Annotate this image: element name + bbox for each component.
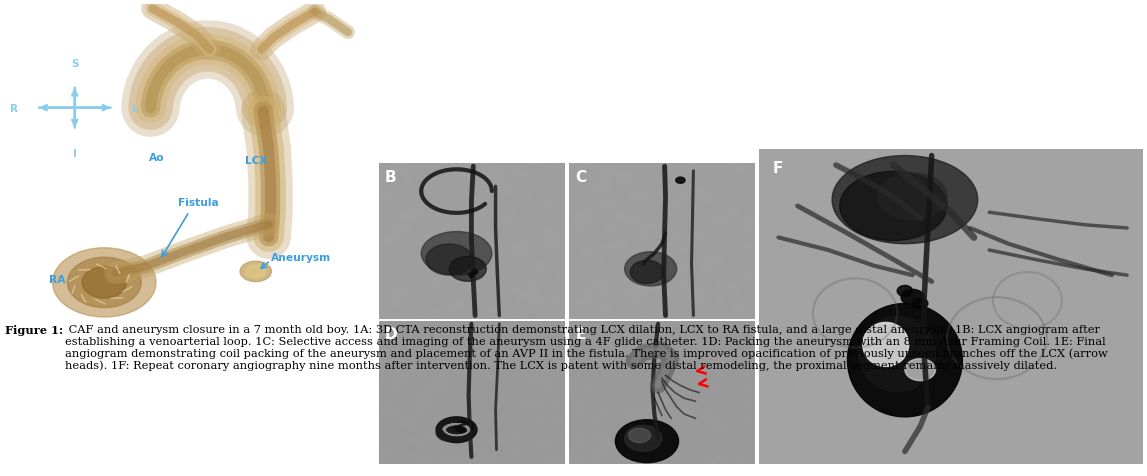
Ellipse shape xyxy=(615,420,679,463)
Text: Figure 1:: Figure 1: xyxy=(5,325,63,336)
Text: A: A xyxy=(14,14,25,29)
Ellipse shape xyxy=(832,156,977,244)
Ellipse shape xyxy=(848,304,962,417)
Text: C: C xyxy=(576,169,586,184)
Text: S: S xyxy=(71,59,78,69)
Ellipse shape xyxy=(840,172,947,241)
Ellipse shape xyxy=(436,424,462,441)
Ellipse shape xyxy=(240,262,272,282)
Ellipse shape xyxy=(897,286,913,297)
Ellipse shape xyxy=(450,257,486,282)
Ellipse shape xyxy=(859,317,936,392)
Text: CAF and aneurysm closure in a 7 month old boy. 1A: 3D CTA reconstruction demonst: CAF and aneurysm closure in a 7 month ol… xyxy=(65,325,1108,371)
Ellipse shape xyxy=(454,421,474,433)
Ellipse shape xyxy=(436,417,477,443)
Text: B: B xyxy=(385,169,397,184)
Ellipse shape xyxy=(905,359,936,381)
Text: RA: RA xyxy=(49,275,65,285)
Text: D: D xyxy=(385,327,398,341)
Ellipse shape xyxy=(83,267,126,298)
Text: Aneurysm: Aneurysm xyxy=(271,253,330,263)
Text: Fistula: Fistula xyxy=(178,198,219,208)
Ellipse shape xyxy=(53,248,156,317)
Text: F: F xyxy=(773,161,783,176)
Ellipse shape xyxy=(68,258,141,308)
Ellipse shape xyxy=(902,290,924,306)
Text: L: L xyxy=(132,103,139,113)
Ellipse shape xyxy=(676,178,685,184)
Ellipse shape xyxy=(630,261,664,284)
Ellipse shape xyxy=(421,232,492,276)
Text: I: I xyxy=(72,149,77,159)
Ellipse shape xyxy=(625,426,662,451)
Ellipse shape xyxy=(245,265,266,278)
Ellipse shape xyxy=(629,428,650,443)
Ellipse shape xyxy=(625,252,677,287)
Text: R: R xyxy=(9,103,17,113)
Ellipse shape xyxy=(426,245,473,276)
Text: LCX: LCX xyxy=(244,156,267,165)
Ellipse shape xyxy=(879,174,947,221)
Text: E: E xyxy=(576,327,586,341)
Ellipse shape xyxy=(913,298,928,309)
Text: Ao: Ao xyxy=(149,152,164,162)
Ellipse shape xyxy=(863,323,908,367)
